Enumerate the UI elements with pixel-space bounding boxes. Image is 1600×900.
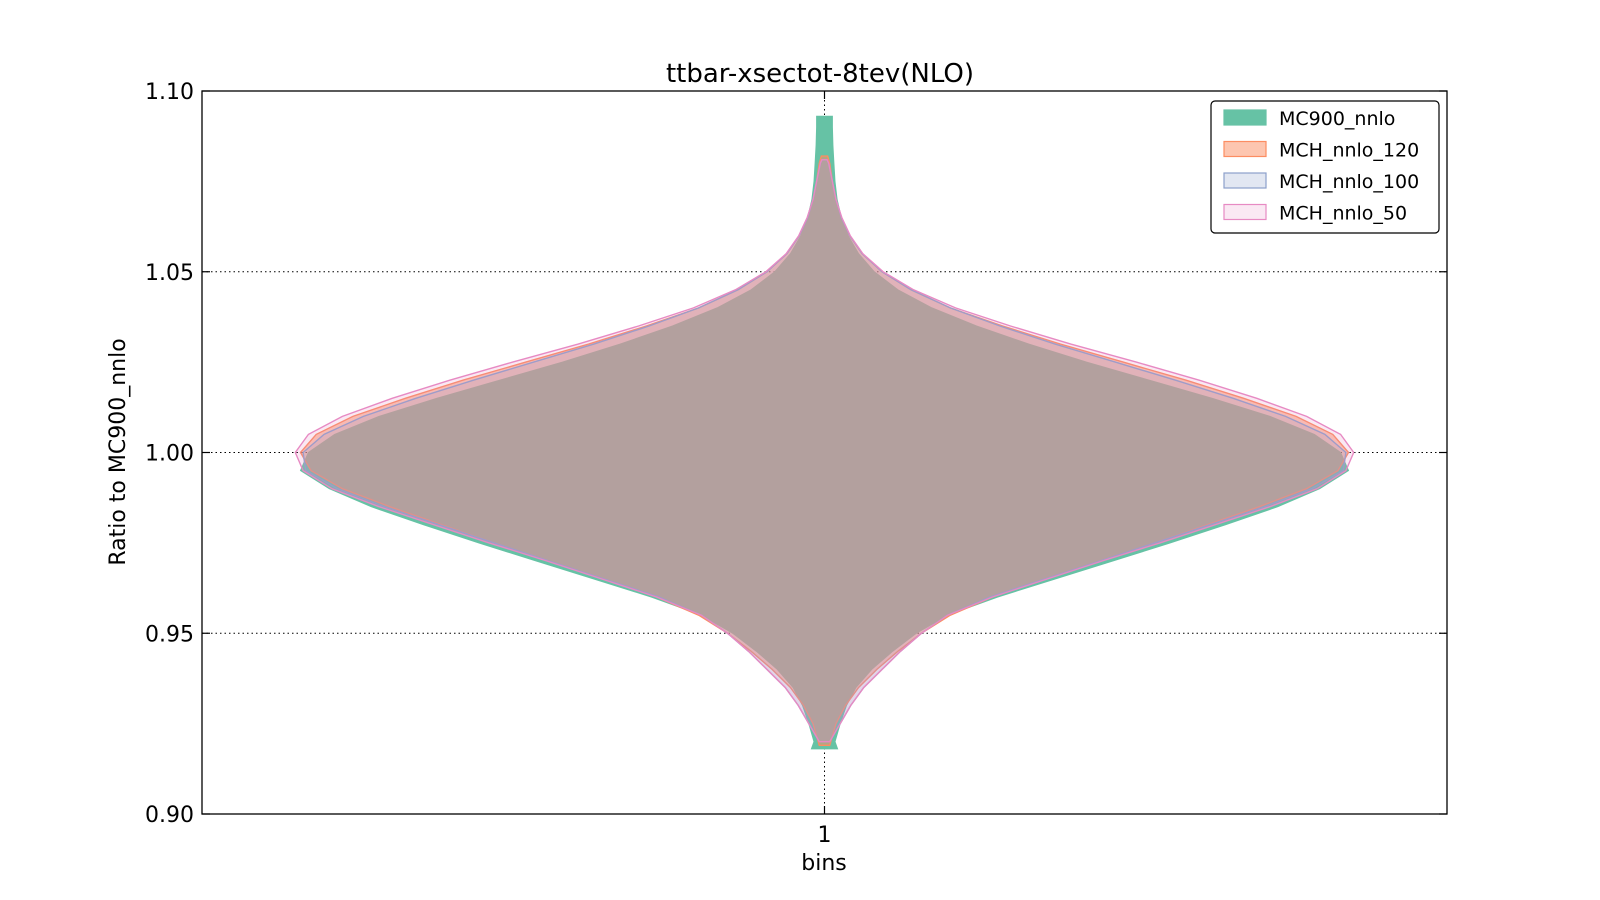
x-tick-label: 1 (818, 823, 832, 848)
y-axis-ticks: 0.90 0.95 1.00 1.05 1.10 (145, 80, 1447, 828)
y-tick-label: 0.90 (145, 803, 194, 828)
x-axis-ticks: 1 (818, 91, 832, 848)
legend-label: MC900_nnlo (1279, 108, 1395, 130)
y-tick-label: 1.10 (145, 80, 194, 105)
y-axis-label: Ratio to MC900_nnlo (106, 338, 131, 565)
legend-label: MCH_nnlo_100 (1279, 171, 1419, 193)
y-tick-label: 1.00 (145, 442, 194, 467)
legend: MC900_nnlo MCH_nnlo_120 MCH_nnlo_100 MCH_nn… (1210, 100, 1440, 234)
legend-swatch (1223, 140, 1267, 158)
x-axis-label: bins (801, 851, 846, 876)
legend-label: MCH_nnlo_50 (1279, 203, 1407, 225)
legend-frame (1210, 100, 1440, 234)
y-tick-label: 1.05 (145, 261, 194, 286)
legend-swatch (1223, 203, 1267, 221)
chart-title: ttbar-xsectot-8tev(NLO) (666, 59, 974, 89)
y-tick-label: 0.95 (145, 622, 194, 647)
legend-label: MCH_nnlo_120 (1279, 140, 1419, 162)
violins (294, 115, 1355, 750)
violin-mch-nnlo-50 (294, 159, 1355, 743)
legend-swatch (1223, 172, 1267, 189)
legend-swatch (1223, 109, 1267, 126)
